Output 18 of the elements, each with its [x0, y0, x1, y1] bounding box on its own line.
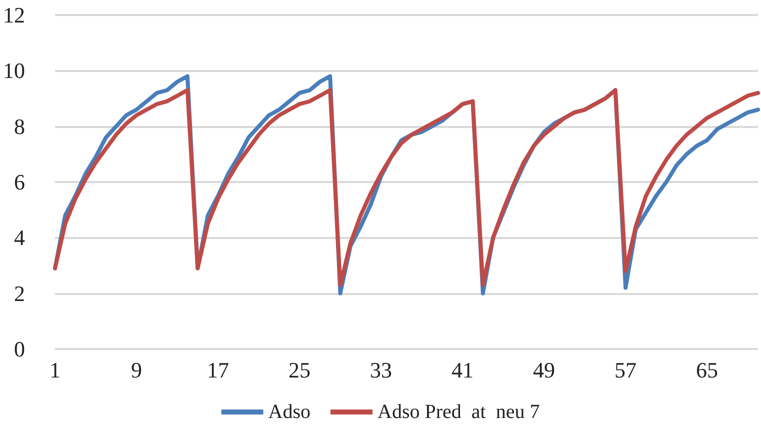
- y-tick-label: 6: [14, 170, 25, 194]
- x-tick-label: 25: [288, 358, 311, 382]
- x-tick-label: 65: [696, 358, 718, 382]
- y-tick-label: 4: [14, 225, 25, 250]
- y-tick-label: 8: [14, 114, 25, 139]
- y-tick-label: 0: [14, 336, 25, 362]
- x-tick-label: 33: [370, 358, 392, 382]
- x-tick-label: 1: [50, 358, 60, 382]
- y-tick-label: 2: [14, 280, 25, 306]
- legend-label: Adso: [268, 401, 311, 423]
- x-tick-label: 57: [614, 358, 637, 382]
- x-tick-label: 49: [533, 358, 556, 382]
- x-tick-label: 17: [207, 358, 230, 382]
- legend-label: Adso Pred at neu 7: [378, 401, 540, 423]
- x-tick-label: 41: [452, 358, 474, 382]
- y-tick-label: 10: [3, 58, 25, 84]
- y-tick-label: 12: [3, 2, 25, 28]
- x-tick-label: 9: [131, 358, 142, 382]
